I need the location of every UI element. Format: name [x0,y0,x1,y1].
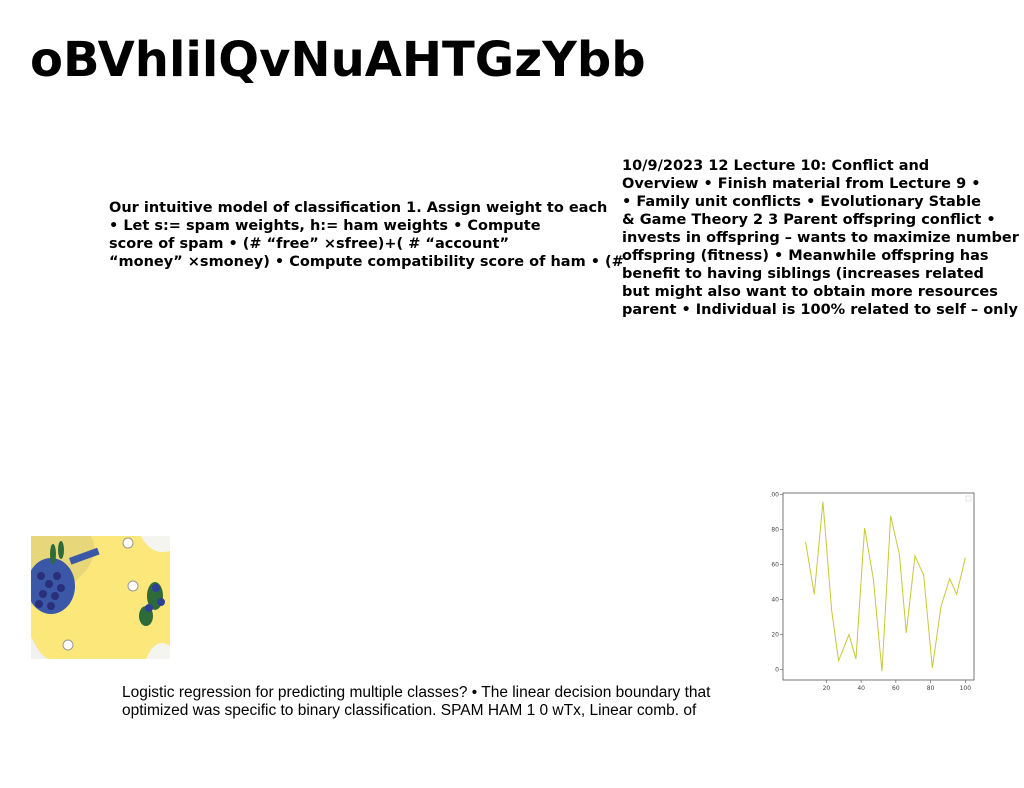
text-line: 10/9/2023 12 Lecture 10: Conflict and [622,158,930,174]
plot-frame [782,492,975,681]
y-tick-label: 40 [771,597,779,604]
text-block: Logistic regression for predicting multi… [122,684,710,720]
line-chart: 0 20 40 60 80 100 20 40 60 80 100 [770,492,975,692]
y-tick-label: 60 [771,562,779,569]
x-tick-label: 40 [857,685,865,692]
text-line: parent • Individual is 100% related to s… [622,302,1018,318]
text-line: Overview • Finish material from Lecture … [622,176,981,192]
text-block: Our intuitive model of classification 1.… [109,199,624,271]
text-line: Our intuitive model of classification 1.… [109,200,608,216]
x-tick-label: 100 [960,685,972,692]
y-tick-label: 100 [770,492,779,499]
y-tick-label: 80 [771,527,779,534]
text-line: optimized was specific to binary classif… [122,702,697,719]
text-block: 10/9/2023 12 Lecture 10: Conflict and Ove… [622,157,1019,319]
text-line: score of spam • (# “free” ×sfree)+( # “a… [109,236,509,252]
y-tick-label: 0 [775,667,779,674]
y-tick-label: 20 [771,632,779,639]
text-line: invests in offspring – wants to maximize… [622,230,1019,246]
x-tick-label: 80 [927,685,935,692]
image [31,536,170,659]
text-line: • Let s:= spam weights, h:= ham weights … [109,218,541,234]
legend-box [965,495,972,502]
text-line: but might also want to obtain more resou… [622,284,998,300]
x-tick-label: 60 [892,685,900,692]
text-line: Logistic regression for predicting multi… [122,684,711,701]
text-line: benefit to having siblings (increases re… [622,266,984,282]
text-line: “money” ×smoney) • Compute compatibility… [109,254,624,270]
data-line [805,501,966,672]
text-line: • Family unit conflicts • Evolutionary S… [622,194,981,210]
x-tick-label: 20 [823,685,831,692]
text-line: offspring (fitness) • Meanwhile offsprin… [622,248,989,264]
title: oBVhlilQvNuAHTGzYbb [30,32,646,88]
text-line: & Game Theory 2 3 Parent offspring confl… [622,212,996,228]
